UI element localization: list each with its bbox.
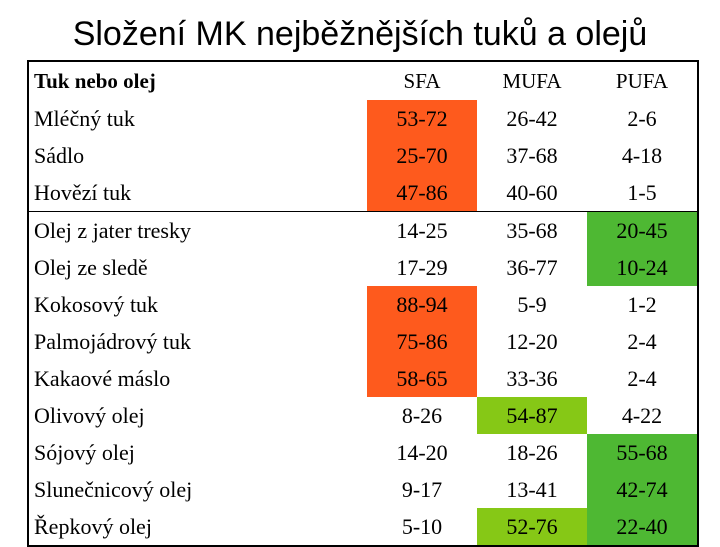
- pufa-cell: 10-24: [587, 249, 699, 286]
- table-row: Slunečnicový olej 9-17 13-41 42-74: [27, 471, 699, 508]
- fat-name-cell: Mléčný tuk: [27, 100, 367, 137]
- mufa-cell: 33-36: [506, 366, 558, 391]
- pufa-cell: 42-74: [587, 471, 699, 508]
- fat-name-cell: Hovězí tuk: [27, 174, 367, 212]
- pufa-cell: 4-18: [587, 137, 699, 174]
- table-row: Olivový olej 8-26 54-87 4-22: [27, 397, 699, 434]
- pufa-cell: 2-4: [587, 323, 699, 360]
- table-row: Olej z jater tresky 14-25 35-68 20-45: [27, 211, 699, 249]
- mufa-cell: 54-87: [477, 397, 587, 434]
- sfa-cell: 88-94: [367, 286, 477, 323]
- sfa-cell: 5-10: [367, 508, 477, 547]
- pufa-cell: 2-6: [587, 100, 699, 137]
- sfa-cell: 9-17: [401, 477, 443, 502]
- sfa-cell: 47-86: [367, 174, 477, 212]
- sfa-cell: 8-26: [401, 403, 443, 428]
- mufa-cell: 5-9: [517, 292, 547, 317]
- mufa-cell: 37-68: [506, 143, 558, 168]
- mufa-cell: 26-42: [506, 106, 558, 131]
- fat-name-cell: Olej ze sledě: [27, 249, 367, 286]
- sfa-cell: 25-70: [367, 137, 477, 174]
- mufa-cell: 36-77: [506, 255, 558, 280]
- page-title: Složení MK nejběžnějších tuků a olejů: [72, 15, 648, 53]
- pufa-cell: 4-22: [587, 397, 699, 434]
- table-row: Kakaové máslo 58-65 33-36 2-4: [27, 360, 699, 397]
- table-header-row: Tuk nebo olej SFA MUFA PUFA: [27, 61, 699, 100]
- table-row: Hovězí tuk 47-86 40-60 1-5: [27, 174, 699, 212]
- header-fat-type: Tuk nebo olej: [27, 61, 367, 100]
- sfa-cell: 14-25: [396, 218, 448, 243]
- mufa-cell: 35-68: [506, 218, 558, 243]
- mufa-cell: 18-26: [506, 440, 558, 465]
- table-row: Sójový olej 14-20 18-26 55-68: [27, 434, 699, 471]
- table-row: Olej ze sledě 17-29 36-77 10-24: [27, 249, 699, 286]
- table-row: Mléčný tuk 53-72 26-42 2-6: [27, 100, 699, 137]
- sfa-cell: 17-29: [396, 255, 448, 280]
- header-pufa: PUFA: [587, 61, 699, 100]
- sfa-cell: 75-86: [367, 323, 477, 360]
- fat-name-cell: Olivový olej: [27, 397, 367, 434]
- fat-name-cell: Sójový olej: [27, 434, 367, 471]
- mufa-cell: 40-60: [477, 174, 587, 212]
- mufa-cell: 12-20: [506, 329, 558, 354]
- mufa-cell: 52-76: [477, 508, 587, 547]
- table-row: Palmojádrový tuk 75-86 12-20 2-4: [27, 323, 699, 360]
- fat-name-cell: Sádlo: [27, 137, 367, 174]
- pufa-cell: 2-4: [587, 360, 699, 397]
- fat-name-cell: Slunečnicový olej: [27, 471, 367, 508]
- pufa-cell: 20-45: [587, 211, 699, 249]
- fat-name-cell: Palmojádrový tuk: [27, 323, 367, 360]
- sfa-cell: 58-65: [367, 360, 477, 397]
- fat-name-cell: Řepkový olej: [27, 508, 367, 547]
- pufa-cell: 1-2: [587, 286, 699, 323]
- fat-composition-table: Tuk nebo olej SFA MUFA PUFA Mléčný tuk 53…: [27, 60, 699, 547]
- mufa-cell: 13-41: [506, 477, 558, 502]
- sfa-cell: 53-72: [367, 100, 477, 137]
- pufa-cell: 22-40: [587, 508, 699, 547]
- header-mufa: MUFA: [502, 68, 562, 93]
- fat-name-cell: Kakaové máslo: [27, 360, 367, 397]
- sfa-cell: 14-20: [396, 440, 448, 465]
- pufa-cell: 55-68: [587, 434, 699, 471]
- table-row: Řepkový olej 5-10 52-76 22-40: [27, 508, 699, 547]
- table-row: Sádlo 25-70 37-68 4-18: [27, 137, 699, 174]
- pufa-cell: 1-5: [587, 174, 699, 212]
- fat-name-cell: Olej z jater tresky: [27, 211, 367, 249]
- table-row: Kokosový tuk 88-94 5-9 1-2: [27, 286, 699, 323]
- fat-name-cell: Kokosový tuk: [27, 286, 367, 323]
- header-sfa: SFA: [403, 68, 441, 93]
